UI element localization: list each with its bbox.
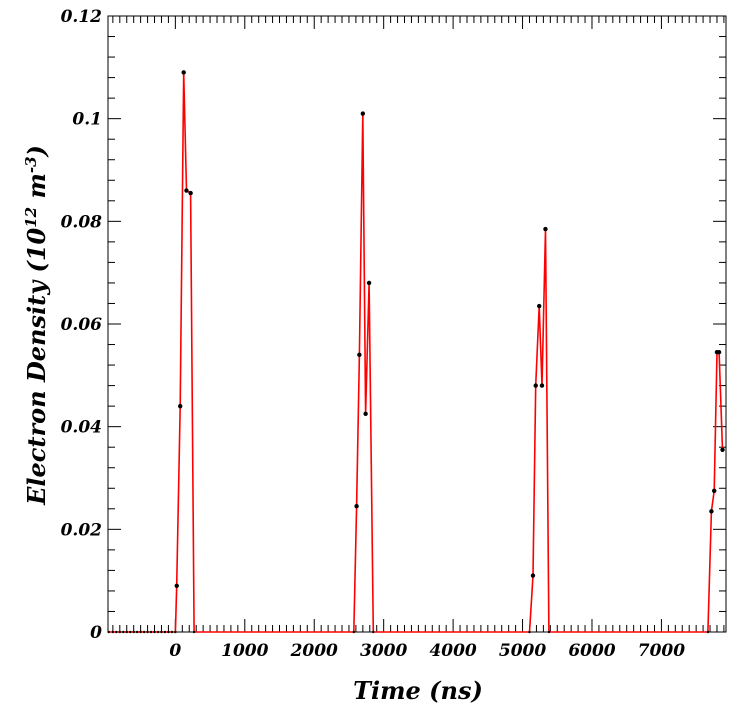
y-tick-label: 0.1 (72, 110, 102, 130)
data-point (706, 630, 710, 634)
data-point (135, 630, 139, 634)
data-point (192, 630, 196, 634)
y-axis: 0 0.02 0.04 0.06 0.08 0.1 0.12 (61, 7, 726, 643)
data-point (174, 583, 179, 588)
x-tick-label: 7000 (638, 641, 685, 661)
y-axis-title-main: Electron Density (10 (22, 227, 51, 505)
y-tick-label: 0.04 (61, 418, 102, 438)
data-point (163, 630, 167, 634)
data-point (125, 630, 128, 634)
data-point (181, 70, 186, 75)
data-point (146, 630, 149, 634)
plot-area (107, 15, 727, 633)
data-point (139, 630, 142, 634)
data-point (122, 630, 125, 634)
data-point (360, 111, 366, 116)
data-point (354, 504, 359, 509)
data-point (149, 630, 153, 634)
y-axis-title-mid: m (22, 173, 51, 207)
x-tick-label: 6000 (568, 641, 615, 661)
data-point (533, 383, 538, 388)
x-tick-label: 1000 (221, 641, 268, 661)
y-tick-label: 0.06 (61, 315, 103, 335)
x-tick-label: 4000 (429, 641, 476, 661)
data-point (132, 630, 135, 634)
x-tick-label: 0 (169, 641, 181, 661)
data-point (115, 630, 118, 634)
data-point (111, 630, 115, 634)
data-point (118, 630, 122, 634)
x-axis: 0 1000 2000 3000 4000 5000 6000 7000 (112, 16, 725, 661)
data-point (720, 447, 725, 452)
x-axis-title: Time (ns) (353, 676, 483, 705)
data-point (372, 630, 375, 634)
data-point (153, 630, 156, 634)
plot-frame (107, 15, 727, 633)
data-point (129, 630, 132, 634)
data-point (363, 411, 368, 417)
y-tick-label: 0.12 (61, 7, 103, 27)
data-point (352, 630, 356, 634)
y-tick-label: 0 (90, 623, 102, 643)
data-point (188, 190, 193, 196)
data-point (174, 630, 177, 634)
data-point (539, 383, 545, 388)
y-axis-title: Electron Density (1012 m-3) (22, 145, 51, 506)
data-point (357, 352, 362, 357)
data-point (530, 573, 536, 578)
x-tick-label: 3000 (360, 641, 407, 661)
y-tick-label: 0.08 (61, 212, 103, 232)
data-point (178, 403, 183, 409)
data-point (547, 630, 551, 634)
y-tick-label: 0.02 (61, 520, 103, 540)
y-axis-title-exp1: 12 (22, 207, 40, 228)
data-point (709, 509, 714, 514)
data-point (184, 188, 189, 193)
series-line (108, 72, 724, 633)
y-axis-title-exp2: -3 (22, 156, 40, 173)
data-point (156, 630, 160, 634)
data-point (543, 226, 548, 232)
series (107, 70, 725, 634)
data-point (366, 280, 372, 286)
data-point (716, 350, 722, 355)
data-point (528, 630, 531, 634)
data-point (537, 303, 542, 309)
data-point (107, 630, 110, 634)
x-tick-label: 2000 (290, 641, 338, 661)
data-point (167, 630, 170, 634)
data-point (142, 630, 146, 634)
x-tick-label: 5000 (499, 641, 546, 661)
y-axis-title-end: ) (22, 145, 51, 157)
data-point (170, 630, 174, 634)
data-point (160, 630, 163, 634)
data-point (711, 488, 717, 494)
